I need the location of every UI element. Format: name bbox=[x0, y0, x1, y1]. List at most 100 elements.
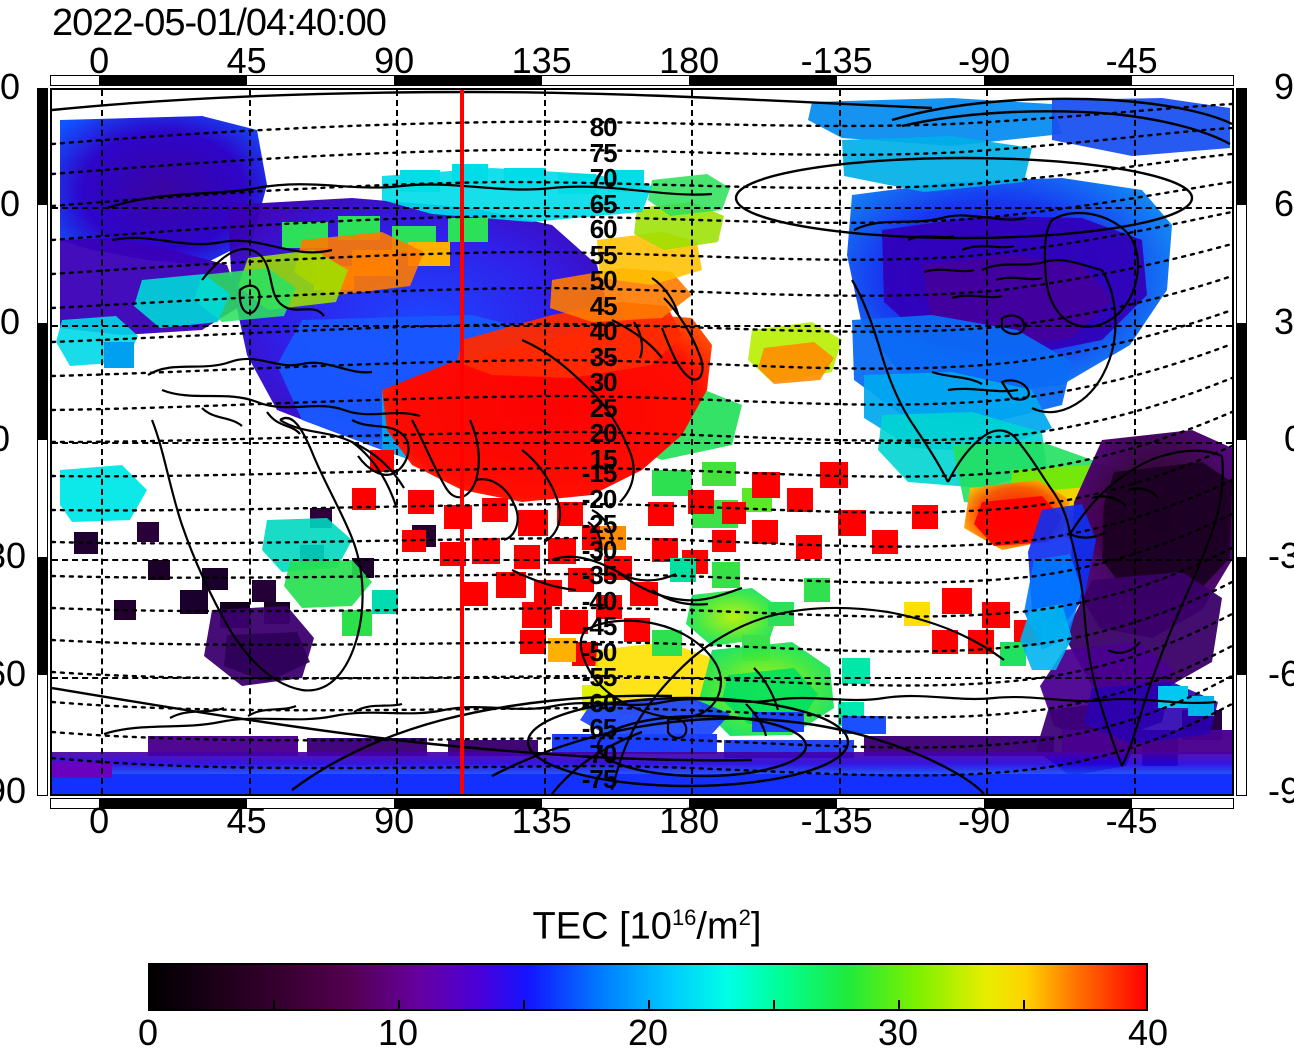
axis-ruler-segment bbox=[1236, 322, 1247, 440]
colorbar-title: TEC [1016/m2] bbox=[0, 905, 1294, 949]
x-tick-label: -90 bbox=[958, 800, 1011, 841]
magnetic-latitude-label: -65 bbox=[581, 713, 618, 743]
magnetic-latitude-label: 60 bbox=[589, 214, 618, 244]
y-axis-left-ruler bbox=[37, 88, 48, 796]
x-tick-label: 90 bbox=[374, 40, 415, 81]
colorbar-tick-label: 10 bbox=[377, 1012, 419, 1053]
magnetic-latitude-label: -55 bbox=[581, 662, 618, 692]
graticule-parallel bbox=[52, 559, 1232, 562]
x-tick-label: 0 bbox=[89, 40, 110, 81]
x-axis-top-ruler bbox=[50, 75, 1234, 86]
magnetic-latitude-label: -40 bbox=[581, 585, 618, 616]
colorbar-tick-label: 0 bbox=[137, 1012, 159, 1053]
magnetic-latitude-label: 70 bbox=[589, 163, 618, 193]
y-tick-label: -30 bbox=[0, 535, 27, 577]
axis-ruler-segment bbox=[99, 75, 247, 86]
x-tick-label: -135 bbox=[800, 800, 873, 841]
magnetic-latitude-label: -60 bbox=[581, 687, 618, 718]
y-tick-label: 30 bbox=[1273, 300, 1294, 342]
x-tick-label: -135 bbox=[800, 40, 873, 81]
magnetic-latitude-label: 15 bbox=[589, 443, 618, 474]
x-tick-label: 135 bbox=[511, 800, 572, 841]
colorbar-title-prefix: TEC [10 bbox=[532, 905, 672, 948]
magnetic-pole-contours bbox=[52, 90, 1232, 794]
x-tick-label: 180 bbox=[659, 800, 720, 841]
x-axis-bottom-ruler bbox=[50, 798, 1234, 809]
colorbar-tick bbox=[398, 1000, 400, 1011]
map-plot-area[interactable]: 80 75 70 65 60 55 50 45 40 35 30 25 20 15 -15 -20 -25 -30… bbox=[37, 75, 1247, 809]
colorbar-tick bbox=[273, 1000, 275, 1011]
colorbar-tick bbox=[898, 1000, 900, 1011]
y-tick-label: -90 bbox=[0, 770, 27, 811]
y-tick-label: -90 bbox=[1267, 770, 1294, 811]
magnetic-latitude-contours bbox=[52, 102, 1232, 777]
colorbar-tick-label: 30 bbox=[877, 1012, 919, 1053]
magnetic-latitude-label: 45 bbox=[589, 290, 618, 321]
y-tick-label: -30 bbox=[1267, 535, 1294, 577]
axis-ruler-segment bbox=[37, 557, 48, 675]
y-tick-label: 30 bbox=[0, 300, 21, 342]
colorbar-tick bbox=[648, 1000, 650, 1011]
magnetic-latitude-label: -30 bbox=[581, 534, 618, 565]
y-tick-label: 60 bbox=[1273, 183, 1294, 225]
y-tick-label: -60 bbox=[1267, 652, 1294, 694]
magnetic-latitude-label: 30 bbox=[589, 367, 618, 397]
magnetic-latitude-label: 65 bbox=[589, 188, 618, 219]
graticule-parallel bbox=[52, 324, 1232, 327]
x-tick-label: 0 bbox=[89, 800, 110, 841]
axis-ruler-segment bbox=[37, 88, 48, 206]
axis-ruler-segment bbox=[394, 75, 542, 86]
colorbar-tick bbox=[523, 1000, 525, 1011]
subsolar-meridian-line bbox=[459, 90, 464, 794]
x-tick-label: 90 bbox=[374, 800, 415, 841]
x-tick-label: -45 bbox=[1105, 800, 1158, 841]
magnetic-latitude-label: 40 bbox=[589, 316, 618, 346]
magnetic-latitude-label: -70 bbox=[581, 738, 618, 769]
axis-ruler-segment bbox=[99, 798, 247, 809]
y-tick-label: 0 bbox=[1234, 418, 1294, 460]
y-tick-label: 0 bbox=[0, 418, 60, 460]
axis-ruler-segment bbox=[37, 322, 48, 440]
magnetic-latitude-label: 50 bbox=[589, 265, 618, 295]
magnetic-latitude-label: -45 bbox=[581, 611, 618, 641]
magnetic-latitude-label: -15 bbox=[581, 458, 618, 488]
axis-ruler-segment bbox=[689, 798, 837, 809]
magnetic-latitude-label: 55 bbox=[589, 239, 618, 270]
page-title: 2022-05-01/04:40:00 bbox=[52, 2, 387, 44]
x-tick-label: 45 bbox=[226, 40, 267, 81]
graticule-parallel bbox=[52, 676, 1232, 679]
y-tick-label: 90 bbox=[0, 66, 21, 107]
x-tick-label: 45 bbox=[226, 800, 267, 841]
magnetic-latitude-label: 20 bbox=[589, 418, 618, 448]
x-tick-label: 180 bbox=[659, 40, 720, 81]
y-tick-label: 90 bbox=[1273, 66, 1294, 107]
magnetic-latitude-label: -35 bbox=[581, 560, 618, 590]
y-tick-label: 60 bbox=[0, 183, 21, 225]
axis-ruler-segment bbox=[689, 75, 837, 86]
colorbar-tick bbox=[773, 1000, 775, 1011]
x-tick-label: 135 bbox=[511, 40, 572, 81]
y-axis-right-ruler bbox=[1236, 88, 1247, 796]
graticule-parallel bbox=[52, 442, 1232, 444]
magnetic-latitude-label: -20 bbox=[581, 483, 618, 514]
map-frame: 80 75 70 65 60 55 50 45 40 35 30 25 20 15 -15 -20 -25 -30… bbox=[50, 88, 1234, 796]
x-tick-label: -45 bbox=[1105, 40, 1158, 81]
axis-ruler-segment bbox=[1236, 88, 1247, 206]
colorbar-tick-label: 20 bbox=[627, 1012, 669, 1053]
magnetic-latitude-label: 25 bbox=[589, 392, 618, 423]
magnetic-latitude-label: 35 bbox=[589, 341, 618, 372]
magnetic-latitude-label: -25 bbox=[581, 509, 618, 539]
magnetic-latitude-label: -50 bbox=[581, 636, 618, 667]
y-tick-label: -60 bbox=[0, 652, 27, 694]
colorbar-title-close: ] bbox=[750, 905, 762, 948]
colorbar-tick-label: 40 bbox=[1127, 1012, 1169, 1053]
colorbar-title-exponent2: 2 bbox=[738, 905, 751, 930]
colorbar-title-suffix: /m bbox=[696, 905, 739, 948]
colorbar[interactable] bbox=[148, 963, 1148, 1011]
axis-ruler-segment bbox=[394, 798, 542, 809]
colorbar-title-exponent: 16 bbox=[671, 905, 697, 930]
axis-ruler-segment bbox=[1236, 557, 1247, 675]
axis-ruler-segment bbox=[984, 798, 1132, 809]
axis-ruler-segment bbox=[984, 75, 1132, 86]
magnetic-latitude-label: 80 bbox=[589, 112, 618, 142]
